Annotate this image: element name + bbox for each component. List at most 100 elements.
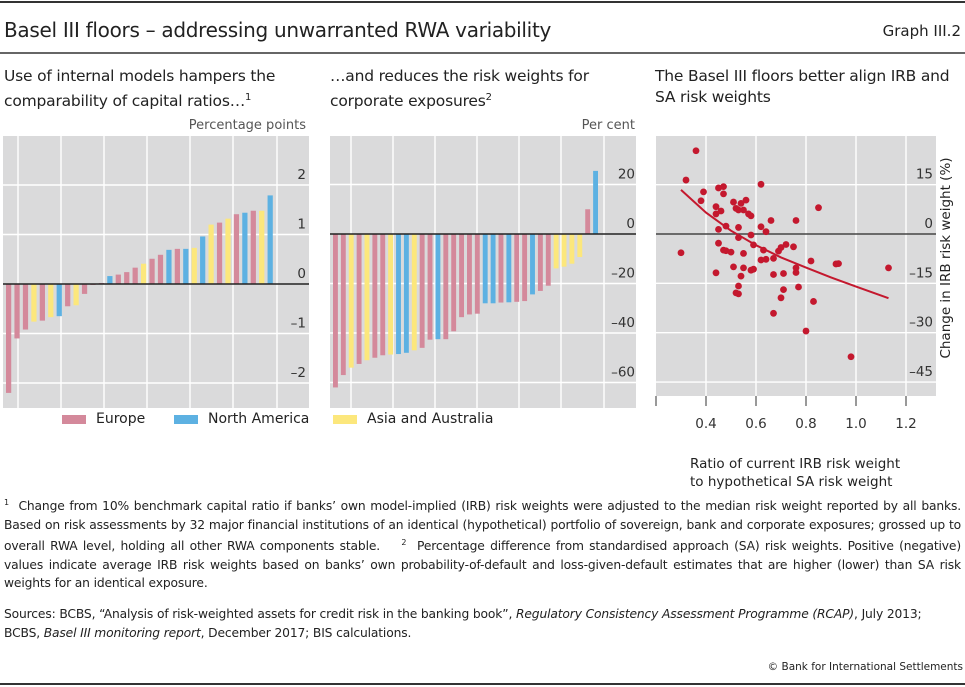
panel2-bar (569, 234, 575, 264)
panel3-point (715, 225, 722, 233)
panel3-ytick-label: –45 (909, 364, 933, 380)
panel3-point (692, 147, 700, 155)
panel1-bar (73, 284, 79, 306)
panel1-footnote-marker: 1 (245, 92, 252, 103)
panel1-bar (191, 247, 197, 284)
legend-item-europe: Europe (62, 411, 145, 427)
footnotes: 1 Change from 10% benchmark capital rati… (4, 494, 961, 593)
copyright: © Bank for International Settlements (767, 661, 963, 673)
panel3-point (742, 196, 750, 204)
panel3-point (677, 249, 685, 257)
panel1-bar (242, 212, 248, 284)
panel2-bar (530, 234, 535, 295)
panel3-point (747, 231, 755, 239)
panel3-point (792, 217, 800, 224)
panel1-title: Use of internal models hampers the compa… (4, 66, 314, 112)
sources-publication-2: Basel III monitoring report (43, 625, 201, 640)
panel1-ytick-label: –1 (291, 316, 306, 332)
panel3-point (715, 239, 722, 247)
panel3-point (737, 200, 745, 207)
panel1-title-text: Use of internal models hampers the compa… (4, 67, 276, 111)
graph-id: Graph III.2 (882, 22, 961, 40)
panel3-point (712, 269, 720, 277)
panel1-ytick-label: 1 (297, 217, 306, 233)
panel2-bar (537, 234, 543, 291)
panel2-bar (522, 234, 528, 302)
panel2-bar (490, 234, 496, 304)
panel1-ytick-label: 2 (297, 167, 306, 183)
panel1-bar (259, 210, 265, 284)
panel3-point (697, 197, 705, 205)
panel2-ytick-label: 20 (618, 167, 635, 183)
panel2-bar (561, 234, 567, 267)
panel2-bar (380, 234, 386, 356)
sources: Sources: BCBS, “Analysis of risk-weighte… (4, 605, 961, 642)
panel3-point (757, 223, 765, 231)
panel3-point (760, 246, 767, 254)
sources-text: , December 2017; BIS calculations. (200, 625, 412, 640)
footnote-2-marker: 2 (401, 538, 407, 548)
panel3-point (762, 228, 770, 236)
panel2-bar (459, 234, 465, 318)
panel1-bar (233, 214, 240, 284)
footnote-2: Percentage difference from standardised … (4, 539, 961, 591)
panel3-point (757, 180, 765, 188)
panel3-point (885, 264, 892, 272)
panel2-bar (364, 234, 370, 361)
panel3-point (807, 257, 815, 265)
panel1-bar (31, 284, 37, 322)
panel3-point (790, 243, 797, 251)
panel2-bar (333, 234, 338, 388)
sources-text: Sources: BCBS, “Analysis of risk-weighte… (4, 607, 516, 621)
legend-item-asia-australia: Asia and Australia (333, 411, 494, 427)
panel3-point (740, 250, 747, 257)
panel3-point (712, 203, 720, 211)
panel1-plot-area (3, 136, 309, 408)
panel3-ytick-label: –30 (909, 315, 933, 331)
panel1-bar (250, 210, 256, 284)
panel3-point (847, 353, 855, 361)
panel2-bar (372, 234, 378, 358)
panel2-bar (553, 234, 559, 269)
legend-swatch (62, 414, 86, 424)
panel3-point (682, 176, 690, 184)
panel3-point (815, 204, 822, 212)
panel3-point (737, 272, 745, 280)
panel1-bar (208, 224, 214, 284)
bottom-rule (0, 683, 965, 685)
panel3-point (740, 206, 747, 214)
panel3-point (722, 222, 730, 230)
panel1-bar (132, 267, 138, 284)
panel2-bar (506, 234, 512, 303)
scatter-y-axis-label: Change in IRB risk weight (%) (938, 157, 954, 359)
panel2-bar (427, 234, 433, 340)
panel3-xtick-label: 1.2 (895, 416, 916, 432)
panel1-bar (6, 284, 12, 393)
panel1-bar (149, 258, 155, 284)
panel2-bar (443, 234, 449, 340)
panel3-point (740, 264, 747, 272)
panel1-ytick-label: –2 (291, 365, 306, 381)
legend-swatch (174, 414, 198, 424)
panel1-unit: Percentage points (188, 118, 306, 133)
panel3-point (802, 327, 810, 335)
panel2-bar (348, 234, 354, 368)
panel1-bar (124, 272, 130, 284)
panel1-bar (56, 284, 62, 317)
panel3-xtick-label: 0.8 (795, 416, 816, 432)
panel1-bar (174, 248, 180, 284)
panel2-footnote-marker: 2 (485, 92, 492, 103)
panel1-bar (267, 195, 273, 284)
panel2-bar (585, 209, 591, 234)
panel3-point (835, 260, 842, 268)
panel2-bar (388, 234, 394, 355)
panel3-xtick-label: 1.0 (845, 416, 866, 432)
panel1-bar (107, 276, 113, 284)
scatter-x-axis-label-text: Ratio of current IRB risk weight to hypo… (690, 456, 901, 490)
panel2-bar (435, 234, 441, 340)
panel3-point (735, 224, 742, 231)
panel2-title: …and reduces the risk weights for corpor… (330, 66, 640, 112)
panel3-point (727, 248, 735, 256)
panel3-point (757, 256, 765, 264)
panel1-bar (48, 284, 54, 318)
